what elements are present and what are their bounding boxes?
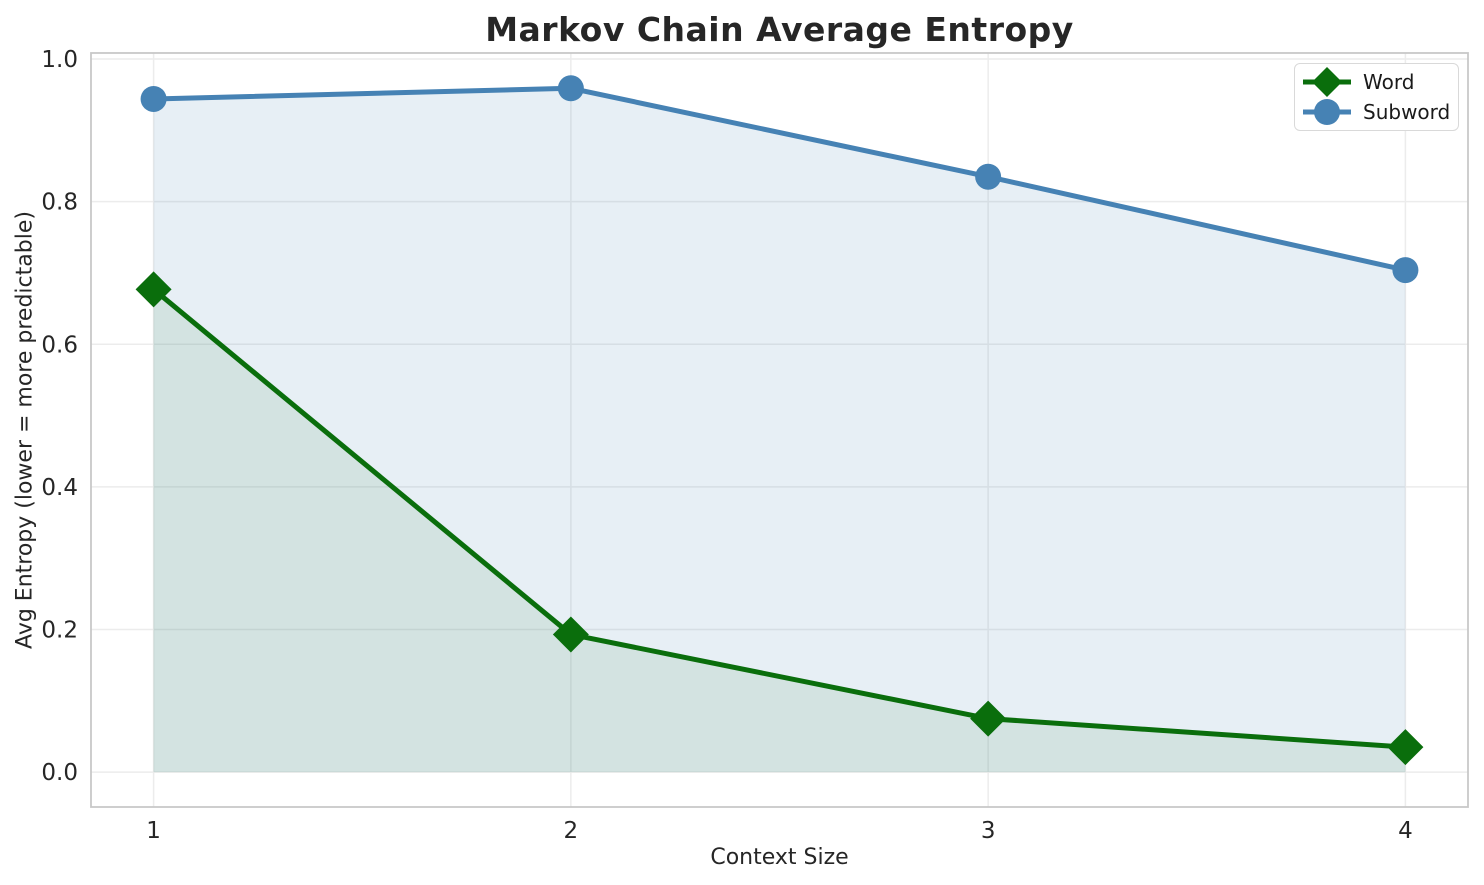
word-marker-x4 <box>1387 729 1424 766</box>
y-tick-label-1.0: 1.0 <box>41 47 78 73</box>
word-marker-x3 <box>970 700 1007 737</box>
legend-item-word: Word <box>1301 67 1458 97</box>
legend: Word Subword <box>1294 63 1459 131</box>
legend-label-subword: Subword <box>1363 100 1451 124</box>
x-tick-label-1: 1 <box>146 818 161 844</box>
x-tick-label-4: 4 <box>1398 818 1413 844</box>
subword-marker-x2 <box>557 75 584 102</box>
x-tick-label-3: 3 <box>981 818 996 844</box>
plot-frame <box>90 52 1469 808</box>
word-series-diamond-icon <box>1303 67 1351 97</box>
word-marker-x1 <box>135 271 172 308</box>
y-tick-label-0.0: 0.0 <box>41 760 78 786</box>
y-tick-label-0.4: 0.4 <box>41 475 78 501</box>
subword-area-fill <box>153 88 1406 773</box>
y-tick-label-0.8: 0.8 <box>41 190 78 216</box>
chart-title: Markov Chain Average Entropy <box>485 10 1074 49</box>
legend-item-subword: Subword <box>1301 97 1458 127</box>
subword-marker-x3 <box>975 163 1002 190</box>
subword-series-line <box>151 85 1408 273</box>
subword-marker-x4 <box>1392 257 1419 284</box>
word-marker-x2 <box>552 616 589 653</box>
y-tick-label-0.6: 0.6 <box>41 332 78 358</box>
x-axis-label: Context Size <box>710 845 849 870</box>
legend-label-word: Word <box>1363 70 1415 94</box>
subword-series-circle-icon <box>1303 99 1351 125</box>
x-tick-label-2: 2 <box>564 818 579 844</box>
subword-marker-x1 <box>140 85 167 112</box>
word-area-fill <box>153 289 1406 773</box>
y-axis-label: Avg Entropy (lower = more predictable) <box>12 211 38 649</box>
word-series-line <box>151 286 1408 750</box>
y-tick-label-0.2: 0.2 <box>41 617 78 643</box>
